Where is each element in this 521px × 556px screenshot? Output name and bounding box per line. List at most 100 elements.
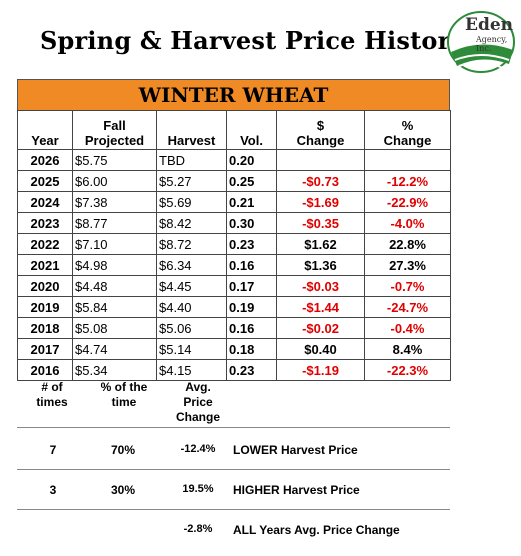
year-cell: 2016 xyxy=(17,359,73,381)
year-cell: 2023 xyxy=(17,212,73,234)
logo-subtitle: Agency, Inc. xyxy=(476,35,508,53)
harvest-cell: $8.42 xyxy=(156,212,227,234)
percent-change-cell: 27.3% xyxy=(364,254,451,276)
dollar-change-cell xyxy=(276,149,365,171)
dollar-change-cell: $1.36 xyxy=(276,254,365,276)
harvest-cell: $5.27 xyxy=(156,170,227,192)
percent-change-cell: -24.7% xyxy=(364,296,451,318)
fall-projected-cell: $5.34 xyxy=(72,359,157,381)
summary-header-avg: Avg. Price Change xyxy=(175,380,220,424)
percent-change-cell: -12.2% xyxy=(364,170,451,192)
fall-projected-cell: $5.84 xyxy=(72,296,157,318)
vol-cell: 0.20 xyxy=(226,149,277,171)
dollar-change-cell: -$0.35 xyxy=(276,212,365,234)
summary-divider xyxy=(17,427,450,428)
table-header-row: Year Fall Projected Harvest Vol. $ Chang… xyxy=(17,110,451,150)
header-year: Year xyxy=(17,110,73,150)
summary-label: ALL Years Avg. Price Change xyxy=(233,523,400,537)
eden-logo xyxy=(447,11,515,73)
summary-label: HIGHER Harvest Price xyxy=(233,483,360,497)
table-row: 2020 $4.48 $4.45 0.17 -$0.03 -0.7% xyxy=(17,275,451,297)
price-history-table: Year Fall Projected Harvest Vol. $ Chang… xyxy=(17,110,451,381)
header-percent-change: % Change xyxy=(364,110,451,150)
summary-header-count: # of times xyxy=(36,380,68,409)
summary-avg: 19.5% xyxy=(182,483,214,495)
percent-change-cell: -22.3% xyxy=(364,359,451,381)
header-vol: Vol. xyxy=(226,110,277,150)
vol-cell: 0.21 xyxy=(226,191,277,213)
table-row: 2026 $5.75 TBD 0.20 xyxy=(17,149,451,171)
dollar-change-cell: -$1.19 xyxy=(276,359,365,381)
year-cell: 2025 xyxy=(17,170,73,192)
summary-divider xyxy=(17,469,450,470)
fall-projected-cell: $5.08 xyxy=(72,317,157,339)
fall-projected-cell: $4.48 xyxy=(72,275,157,297)
header-fall-projected-label: Fall Projected xyxy=(84,118,145,148)
vol-cell: 0.23 xyxy=(226,359,277,381)
harvest-cell: $5.06 xyxy=(156,317,227,339)
summary-avg: -12.4% xyxy=(180,443,216,455)
year-cell: 2026 xyxy=(17,149,73,171)
year-cell: 2021 xyxy=(17,254,73,276)
fall-projected-cell: $4.98 xyxy=(72,254,157,276)
table-row: 2016 $5.34 $4.15 0.23 -$1.19 -22.3% xyxy=(17,359,451,381)
vol-cell: 0.19 xyxy=(226,296,277,318)
summary-divider xyxy=(17,509,450,510)
summary-header-percent: % of the time xyxy=(100,380,148,409)
fall-projected-cell: $8.77 xyxy=(72,212,157,234)
year-cell: 2018 xyxy=(17,317,73,339)
dollar-change-cell: $1.62 xyxy=(276,233,365,255)
fall-projected-cell: $5.75 xyxy=(72,149,157,171)
header-percent-change-label: % Change xyxy=(383,118,432,148)
commodity-banner: WINTER WHEAT xyxy=(17,79,450,111)
summary-label: LOWER Harvest Price xyxy=(233,443,358,457)
table-row: 2024 $7.38 $5.69 0.21 -$1.69 -22.9% xyxy=(17,191,451,213)
table-row: 2017 $4.74 $5.14 0.18 $0.40 8.4% xyxy=(17,338,451,360)
header-fall-projected: Fall Projected xyxy=(72,110,157,150)
year-cell: 2017 xyxy=(17,338,73,360)
dollar-change-cell: -$0.03 xyxy=(276,275,365,297)
percent-change-cell xyxy=(364,149,451,171)
fall-projected-cell: $6.00 xyxy=(72,170,157,192)
fall-projected-cell: $4.74 xyxy=(72,338,157,360)
vol-cell: 0.18 xyxy=(226,338,277,360)
header-dollar-change-label: $ Change xyxy=(296,118,345,148)
harvest-cell: $5.14 xyxy=(156,338,227,360)
year-cell: 2022 xyxy=(17,233,73,255)
dollar-change-cell: $0.40 xyxy=(276,338,365,360)
summary-count: 3 xyxy=(49,483,57,497)
dollar-change-cell: -$0.73 xyxy=(276,170,365,192)
header-dollar-change: $ Change xyxy=(276,110,365,150)
harvest-cell: $8.72 xyxy=(156,233,227,255)
percent-change-cell: -0.4% xyxy=(364,317,451,339)
table-row: 2021 $4.98 $6.34 0.16 $1.36 27.3% xyxy=(17,254,451,276)
table-row: 2018 $5.08 $5.06 0.16 -$0.02 -0.4% xyxy=(17,317,451,339)
year-cell: 2024 xyxy=(17,191,73,213)
summary-avg: -2.8% xyxy=(183,523,213,535)
vol-cell: 0.25 xyxy=(226,170,277,192)
logo-name: Eden xyxy=(465,15,514,35)
percent-change-cell: 8.4% xyxy=(364,338,451,360)
harvest-cell: $6.34 xyxy=(156,254,227,276)
table-row: 2023 $8.77 $8.42 0.30 -$0.35 -4.0% xyxy=(17,212,451,234)
year-cell: 2020 xyxy=(17,275,73,297)
summary-percent: 70% xyxy=(110,443,136,457)
dollar-change-cell: -$0.02 xyxy=(276,317,365,339)
percent-change-cell: -0.7% xyxy=(364,275,451,297)
table-row: 2025 $6.00 $5.27 0.25 -$0.73 -12.2% xyxy=(17,170,451,192)
summary-percent: 30% xyxy=(110,483,136,497)
table-row: 2019 $5.84 $4.40 0.19 -$1.44 -24.7% xyxy=(17,296,451,318)
vol-cell: 0.16 xyxy=(226,254,277,276)
year-cell: 2019 xyxy=(17,296,73,318)
page-title: Spring & Harvest Price History xyxy=(40,26,465,55)
dollar-change-cell: -$1.44 xyxy=(276,296,365,318)
harvest-cell: TBD xyxy=(156,149,227,171)
harvest-cell: $5.69 xyxy=(156,191,227,213)
fall-projected-cell: $7.38 xyxy=(72,191,157,213)
harvest-cell: $4.45 xyxy=(156,275,227,297)
vol-cell: 0.23 xyxy=(226,233,277,255)
percent-change-cell: -22.9% xyxy=(364,191,451,213)
percent-change-cell: 22.8% xyxy=(364,233,451,255)
summary-count: 7 xyxy=(49,443,57,457)
harvest-cell: $4.15 xyxy=(156,359,227,381)
